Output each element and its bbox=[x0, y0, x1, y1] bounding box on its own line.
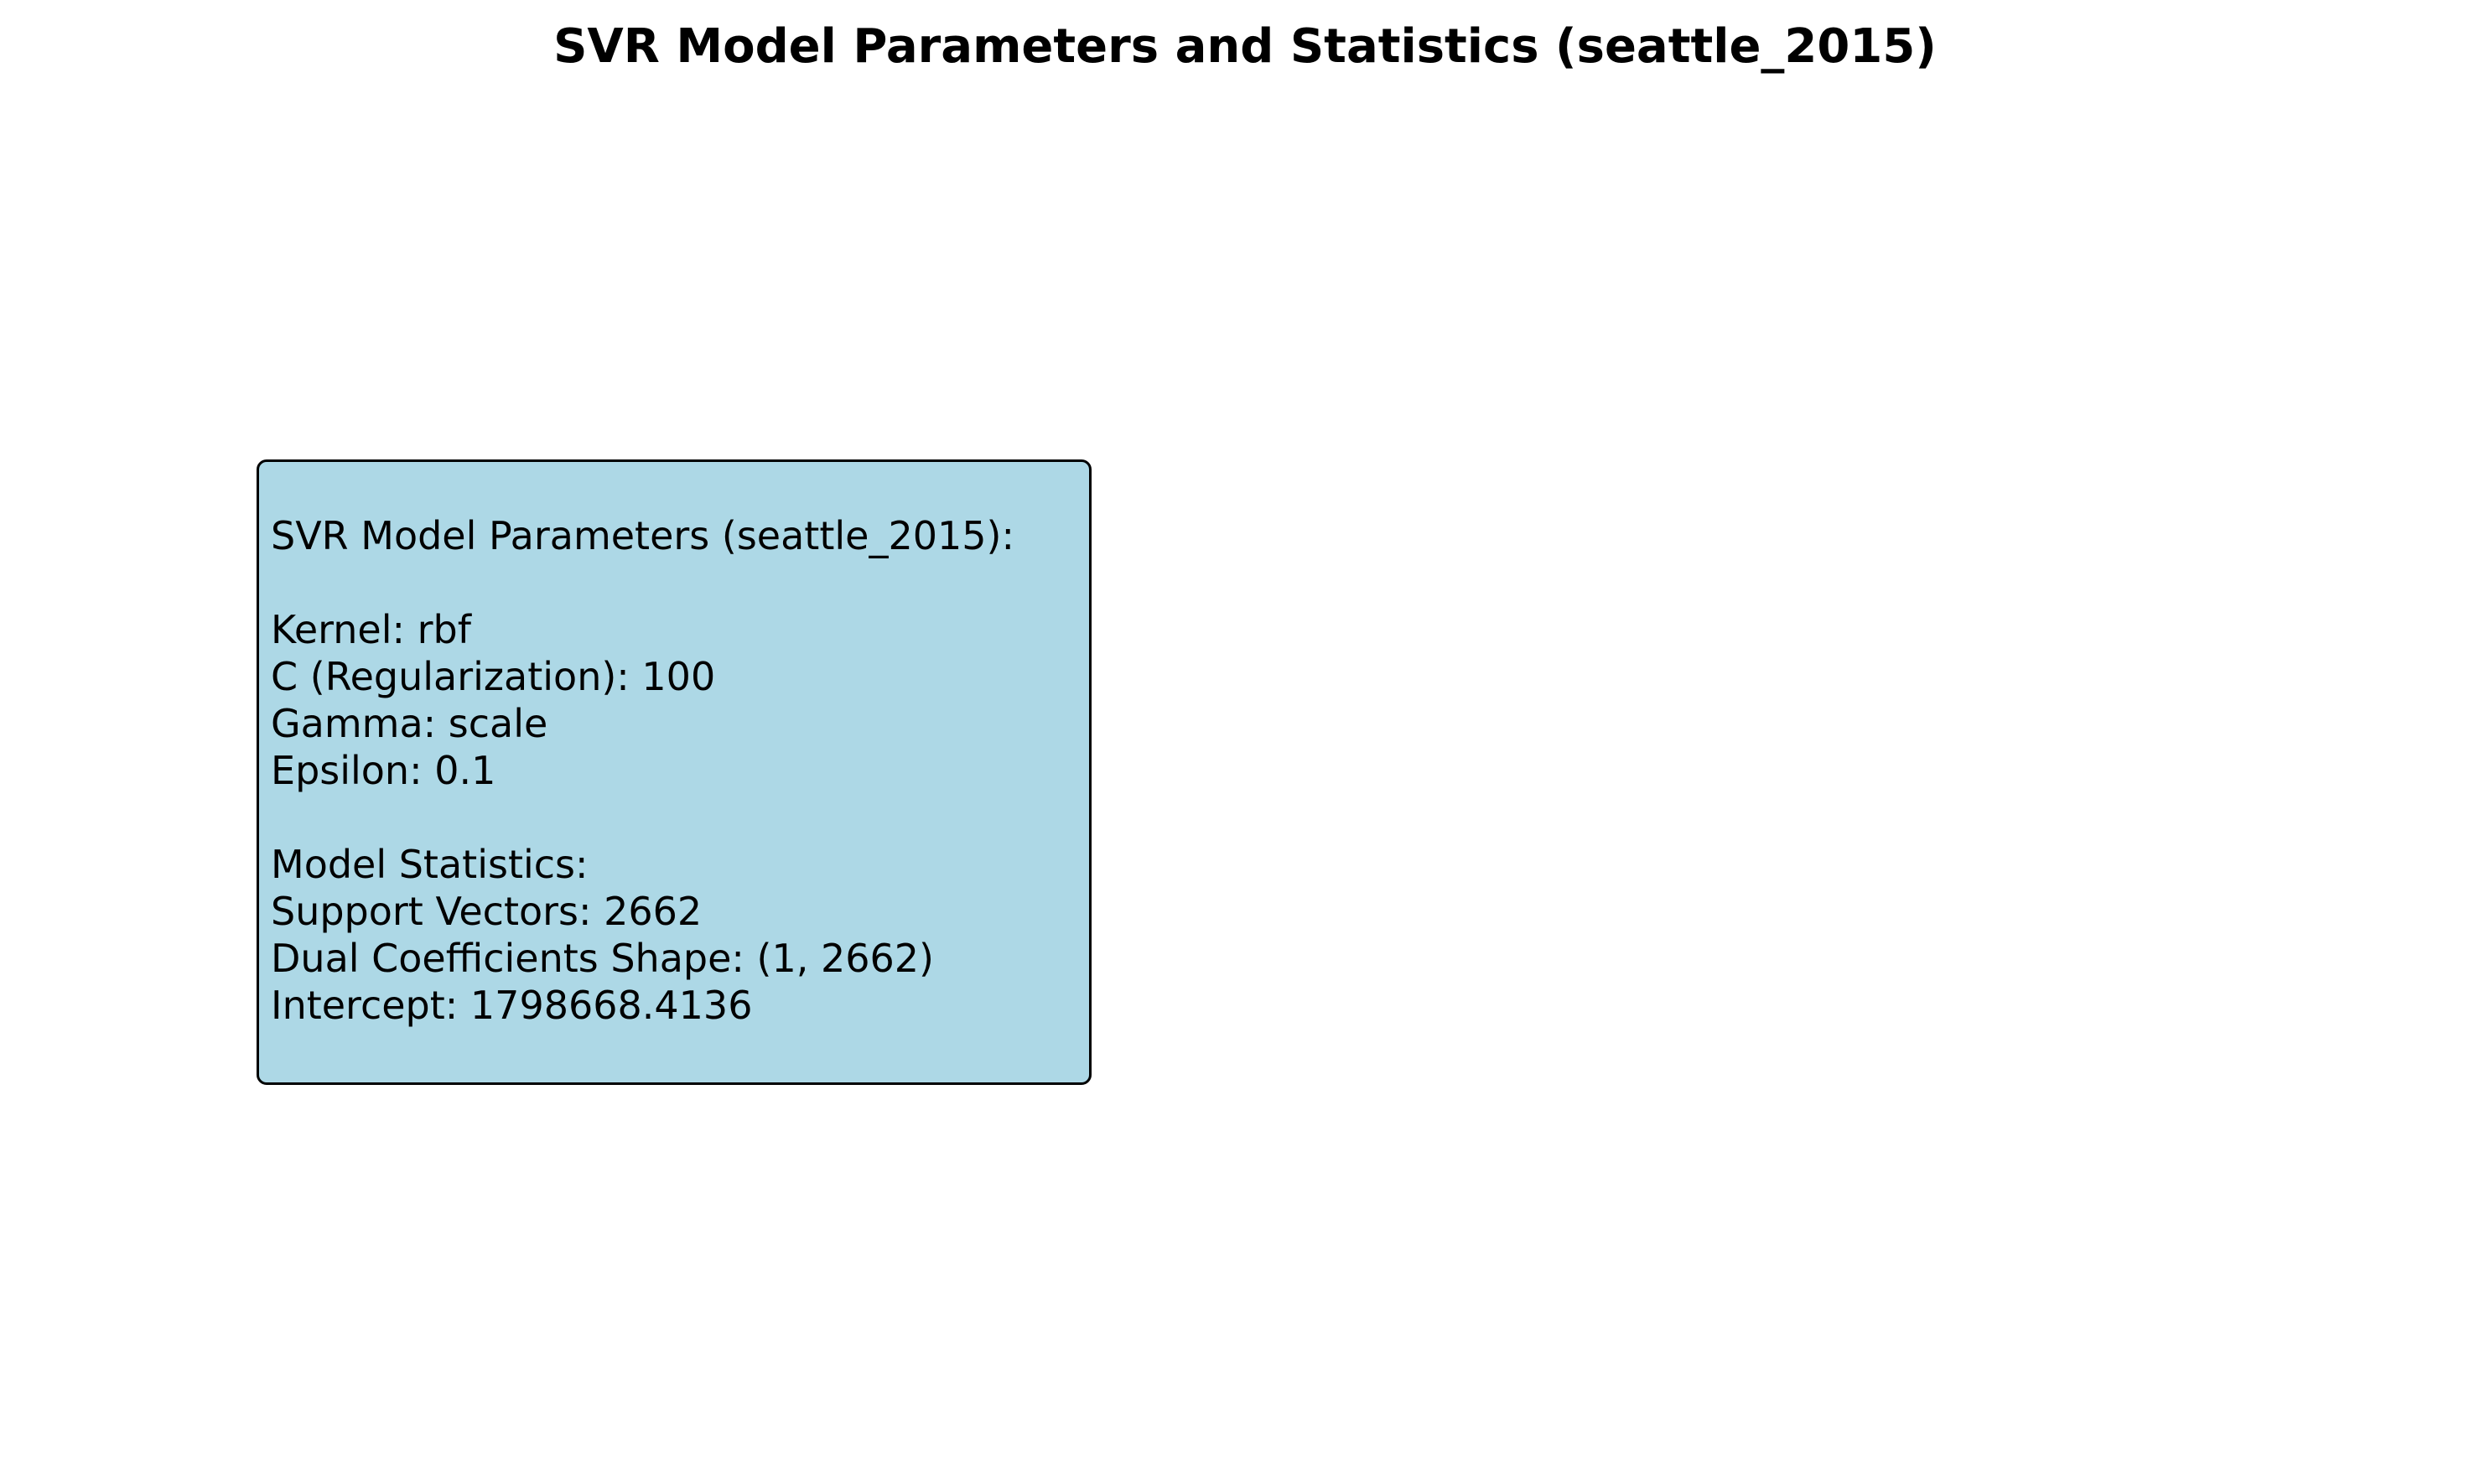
blank-line bbox=[271, 794, 1089, 841]
blank-line bbox=[271, 559, 1089, 606]
epsilon-line: Epsilon: 0.1 bbox=[271, 748, 496, 793]
dual-coefficients-shape-line: Dual Coefficients Shape: (1, 2662) bbox=[271, 936, 934, 981]
kernel-line: Kernel: rbf bbox=[271, 607, 471, 652]
c-regularization-line: C (Regularization): 100 bbox=[271, 654, 716, 699]
figure-title: SVR Model Parameters and Statistics (sea… bbox=[553, 19, 1937, 74]
model-info-box: SVR Model Parameters (seattle_2015): Ker… bbox=[257, 459, 1092, 1085]
statistics-heading: Model Statistics: bbox=[271, 842, 589, 887]
intercept-line: Intercept: 1798668.4136 bbox=[271, 983, 753, 1028]
gamma-line: Gamma: scale bbox=[271, 701, 548, 746]
info-heading: SVR Model Parameters (seattle_2015): bbox=[271, 513, 1014, 558]
support-vectors-line: Support Vectors: 2662 bbox=[271, 889, 703, 934]
